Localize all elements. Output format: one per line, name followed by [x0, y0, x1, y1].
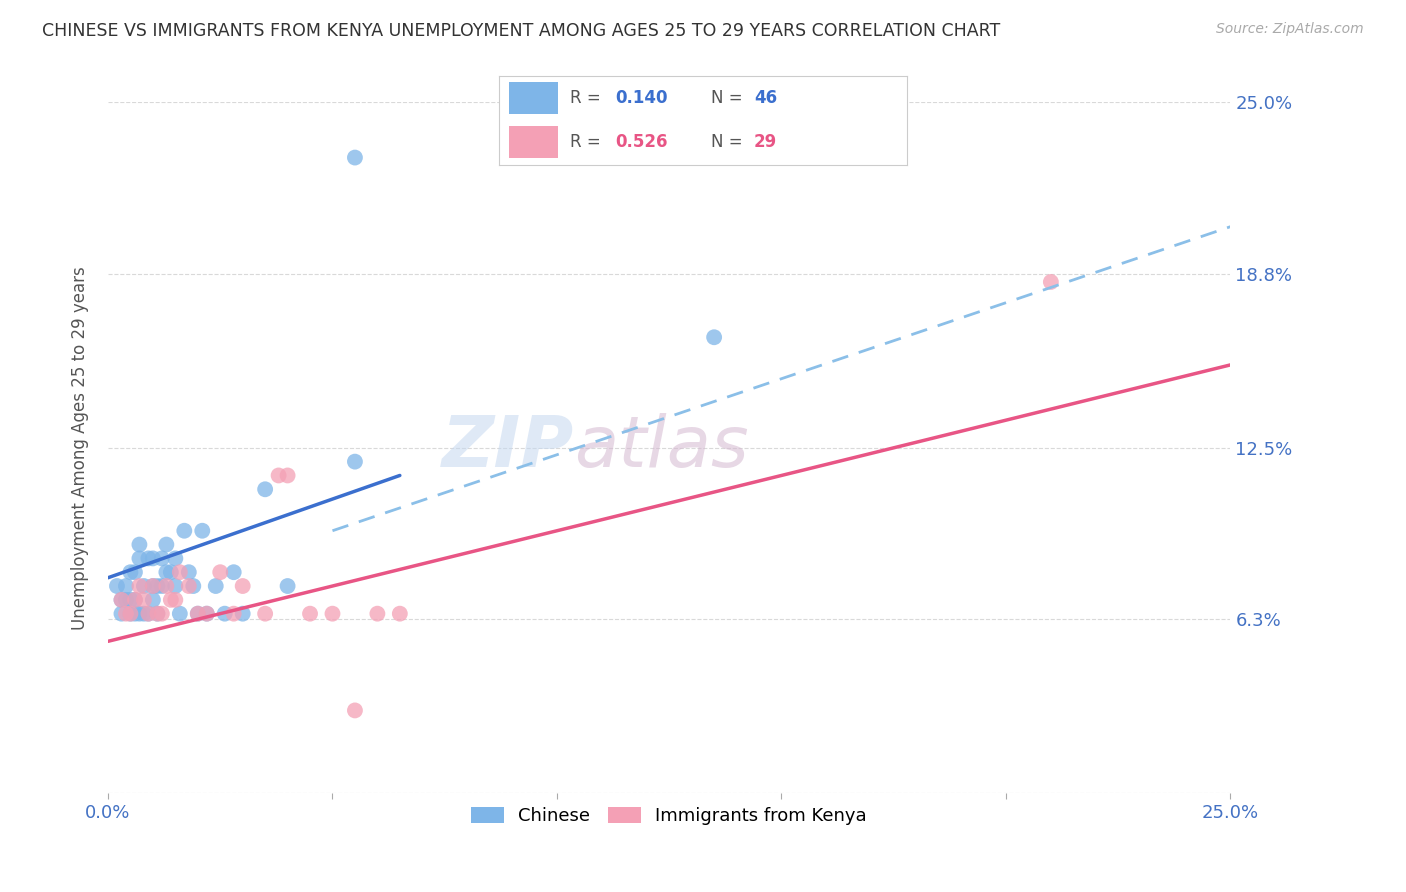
Point — [150, 551, 173, 566]
Point — [115, 579, 138, 593]
Point — [177, 579, 200, 593]
Text: R =: R = — [571, 89, 606, 107]
Point — [150, 579, 173, 593]
Point — [388, 607, 411, 621]
Point — [299, 607, 322, 621]
Point — [191, 524, 214, 538]
Point — [138, 607, 160, 621]
Point — [204, 579, 226, 593]
Point — [277, 579, 299, 593]
Point — [128, 579, 150, 593]
Point — [165, 592, 187, 607]
Y-axis label: Unemployment Among Ages 25 to 29 years: Unemployment Among Ages 25 to 29 years — [72, 266, 89, 630]
Point — [343, 151, 366, 165]
Point — [120, 592, 142, 607]
Point — [132, 579, 155, 593]
Point — [165, 579, 187, 593]
Point — [138, 607, 160, 621]
Point — [138, 551, 160, 566]
Point — [132, 592, 155, 607]
Point — [124, 592, 146, 607]
FancyBboxPatch shape — [509, 82, 558, 114]
Point — [703, 330, 725, 344]
Point — [277, 468, 299, 483]
Point — [181, 579, 204, 593]
Point — [105, 579, 128, 593]
Point — [110, 607, 132, 621]
Point — [232, 579, 254, 593]
Point — [142, 592, 165, 607]
Point — [195, 607, 218, 621]
Point — [209, 565, 232, 579]
Point — [214, 607, 236, 621]
Text: 0.140: 0.140 — [616, 89, 668, 107]
Text: 0.526: 0.526 — [616, 133, 668, 151]
Text: CHINESE VS IMMIGRANTS FROM KENYA UNEMPLOYMENT AMONG AGES 25 TO 29 YEARS CORRELAT: CHINESE VS IMMIGRANTS FROM KENYA UNEMPLO… — [42, 22, 1001, 40]
Point — [142, 579, 165, 593]
Point — [195, 607, 218, 621]
Point — [155, 579, 177, 593]
Point — [187, 607, 209, 621]
Point — [169, 565, 191, 579]
Point — [110, 592, 132, 607]
Text: ZIP: ZIP — [441, 413, 574, 483]
Text: R =: R = — [571, 133, 606, 151]
Point — [343, 455, 366, 469]
Point — [254, 607, 277, 621]
Point — [128, 537, 150, 551]
Point — [150, 607, 173, 621]
Point — [128, 607, 150, 621]
Point — [142, 579, 165, 593]
Point — [169, 607, 191, 621]
Point — [165, 551, 187, 566]
Point — [222, 607, 245, 621]
Text: Source: ZipAtlas.com: Source: ZipAtlas.com — [1216, 22, 1364, 37]
Point — [187, 607, 209, 621]
Point — [115, 607, 138, 621]
Point — [132, 607, 155, 621]
Point — [1039, 275, 1062, 289]
Point — [267, 468, 290, 483]
Point — [366, 607, 388, 621]
Point — [124, 592, 146, 607]
Text: atlas: atlas — [574, 413, 748, 483]
Text: 46: 46 — [754, 89, 778, 107]
Point — [254, 483, 277, 497]
Text: 29: 29 — [754, 133, 778, 151]
Point — [160, 592, 183, 607]
Point — [120, 607, 142, 621]
Point — [146, 607, 169, 621]
Point — [128, 551, 150, 566]
Point — [232, 607, 254, 621]
Legend: Chinese, Immigrants from Kenya: Chinese, Immigrants from Kenya — [464, 800, 875, 833]
Point — [124, 565, 146, 579]
Point — [120, 607, 142, 621]
Point — [142, 551, 165, 566]
Point — [110, 592, 132, 607]
Point — [321, 607, 343, 621]
Point — [173, 524, 195, 538]
Point — [343, 703, 366, 717]
Point — [222, 565, 245, 579]
Point — [177, 565, 200, 579]
Text: N =: N = — [711, 133, 748, 151]
Point — [155, 565, 177, 579]
Text: N =: N = — [711, 89, 748, 107]
FancyBboxPatch shape — [509, 126, 558, 158]
Point — [120, 565, 142, 579]
Point — [155, 537, 177, 551]
Point — [124, 607, 146, 621]
Point — [160, 565, 183, 579]
Point — [146, 607, 169, 621]
Point — [146, 579, 169, 593]
Point — [115, 592, 138, 607]
